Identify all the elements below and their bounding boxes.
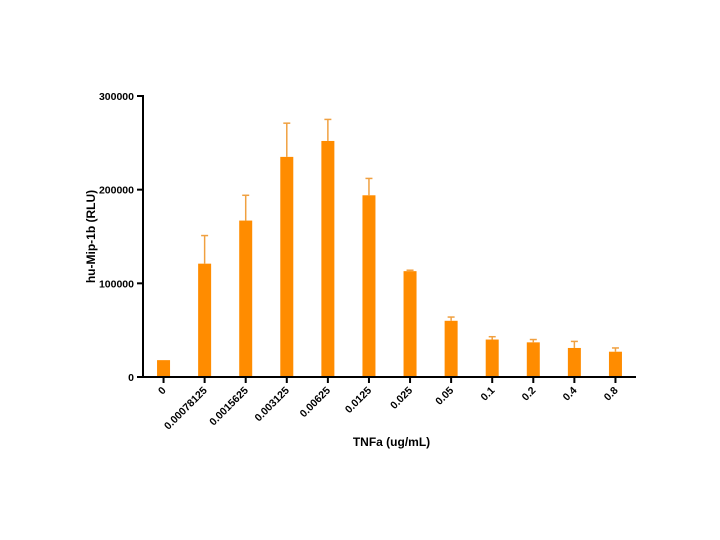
- error-bars-group: [201, 118, 619, 352]
- x-tick-label: 0.0125: [343, 385, 374, 416]
- x-axis-title: TNFa (ug/mL): [353, 435, 430, 449]
- y-ticks-group: 0 100000 200000 300000: [99, 91, 143, 384]
- x-tick-label: 0.00078125: [162, 385, 210, 433]
- bar: [157, 360, 171, 377]
- x-tick-label: 0: [156, 385, 169, 398]
- bars-group: [157, 140, 622, 377]
- y-axis-title: hu-Mip-1b (RLU): [84, 190, 98, 283]
- x-tick-label: 0.003125: [252, 385, 292, 425]
- bar: [608, 351, 622, 377]
- x-tick-label: 0.0015625: [207, 385, 251, 429]
- bar: [403, 271, 417, 377]
- x-tick-label: 0.05: [433, 385, 456, 408]
- x-tick-label: 0.8: [602, 385, 621, 404]
- bar: [321, 140, 335, 377]
- y-tick-label: 300000: [99, 91, 134, 103]
- bar: [526, 342, 540, 377]
- bar: [239, 220, 253, 377]
- bar: [280, 156, 294, 377]
- x-tick-label: 0.2: [520, 385, 539, 404]
- bar: [444, 320, 458, 377]
- bar: [362, 195, 376, 377]
- x-tick-label: 0.4: [561, 385, 580, 404]
- y-tick-label: 0: [128, 372, 134, 384]
- y-tick-label: 200000: [99, 185, 134, 197]
- y-tick-label: 100000: [99, 278, 134, 290]
- x-tick-label: 0.00625: [298, 385, 333, 420]
- bar: [485, 339, 499, 377]
- bar: [567, 347, 581, 377]
- bar: [198, 263, 212, 377]
- x-tick-label: 0.1: [479, 385, 498, 404]
- x-tick-label: 0.025: [388, 385, 415, 412]
